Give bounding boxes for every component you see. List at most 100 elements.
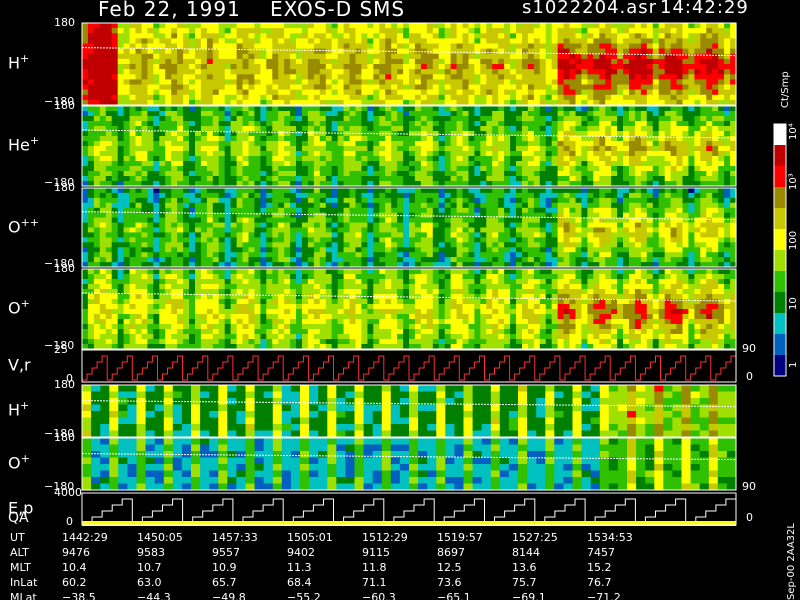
spectro-cell (337, 262, 345, 268)
spectro-cell (700, 111, 707, 117)
spectro-cell (658, 23, 666, 29)
spectro-cell (307, 64, 315, 70)
spectro-cell (224, 176, 232, 182)
spectro-cell (248, 181, 255, 187)
spectro-cell (718, 126, 725, 132)
spectro-cell (266, 43, 273, 50)
spectro-cell (307, 181, 315, 187)
spectro-cell (551, 33, 559, 39)
spectro-cell (575, 161, 582, 167)
spectro-cell (724, 106, 731, 112)
spectro-cell (563, 79, 571, 86)
spectro-cell (438, 74, 446, 80)
spectro-cell (498, 242, 505, 248)
spectro-cell (718, 156, 725, 162)
spectro-cell (444, 131, 452, 137)
spectro-cell (218, 156, 226, 162)
spectro-cell (462, 232, 469, 238)
spectro-cell (212, 192, 220, 199)
spectro-cell (438, 146, 446, 152)
spectro-cell (545, 247, 553, 253)
spectro-cell (266, 188, 273, 194)
spectro-cell (522, 161, 529, 167)
spectro-cell (349, 161, 356, 167)
spectro-cell (153, 192, 160, 199)
spectro-cell (545, 79, 553, 86)
spectro-cell (569, 222, 576, 229)
spectro-cell (272, 262, 279, 268)
spectro-cell (153, 146, 160, 152)
spectro-cell (200, 121, 208, 127)
spectro-cell (527, 257, 535, 263)
spectro-cell (420, 252, 428, 258)
spectro-cell (605, 94, 612, 101)
spectro-cell (414, 141, 422, 147)
spectro-cell (504, 197, 511, 204)
spectro-cell (319, 111, 327, 117)
spectro-cell (93, 33, 101, 39)
spectro-cell (135, 181, 142, 187)
spectro-cell (646, 131, 654, 137)
spectro-cell (141, 192, 148, 199)
spectro-cell (510, 141, 517, 147)
spectro-cell (313, 111, 321, 117)
spectro-cell (468, 28, 475, 34)
spectro-cell (462, 166, 469, 172)
spectro-cell (272, 212, 279, 219)
spectro-cell (587, 28, 594, 34)
spectro-cell (516, 181, 523, 187)
spectro-cell (527, 176, 535, 182)
spectro-cell (212, 33, 220, 39)
spectro-cell (331, 69, 339, 75)
spectro-cell (296, 166, 303, 172)
spectro-cell (486, 188, 493, 194)
spectro-cell (522, 111, 529, 117)
spectro-cell (105, 53, 113, 60)
spectro-cell (337, 222, 345, 229)
spectro-cell (93, 58, 101, 65)
spectro-cell (296, 207, 303, 214)
spectro-cell (331, 257, 339, 263)
spectro-cell (278, 146, 285, 152)
spectro-cell (361, 207, 368, 214)
spectro-cell (171, 64, 178, 70)
spectro-cell (569, 79, 576, 86)
spectro-cell (189, 116, 196, 122)
spectro-cell (414, 202, 422, 209)
spectro-cell (545, 232, 553, 238)
spectro-cell (93, 252, 101, 258)
spectro-cell (171, 74, 178, 80)
spectro-cell (224, 171, 232, 177)
spectro-cell (307, 262, 315, 268)
spectro-cell (474, 151, 481, 157)
spectro-cell (569, 53, 576, 60)
spectro-cell (611, 58, 618, 65)
spectro-cell (129, 257, 137, 263)
spectro-cell (510, 131, 517, 137)
spectro-cell (504, 188, 511, 194)
spectro-cell (414, 84, 422, 91)
spectro-cell (189, 38, 196, 45)
spectro-cell (117, 126, 125, 132)
spectro-cell (611, 252, 618, 258)
spectro-cell (545, 252, 553, 258)
spectro-cell (593, 166, 600, 172)
spectro-cell (403, 227, 410, 233)
spectro-cell (468, 89, 475, 96)
spectro-cell (141, 38, 148, 45)
spectro-cell (171, 23, 178, 29)
spectro-cell (510, 192, 517, 199)
spectro-cell (266, 166, 273, 172)
spectro-cell (712, 28, 719, 34)
spectro-cell (337, 252, 345, 258)
spectro-cell (718, 181, 725, 187)
spectro-cell (385, 181, 392, 187)
spectro-cell (426, 197, 434, 204)
spectro-cell (527, 131, 535, 137)
spectro-cell (117, 106, 125, 112)
spectro-cell (444, 116, 452, 122)
spectro-cell (242, 84, 249, 91)
spectro-cell (195, 171, 202, 177)
spectro-cell (242, 74, 249, 80)
spectro-cell (581, 207, 588, 214)
